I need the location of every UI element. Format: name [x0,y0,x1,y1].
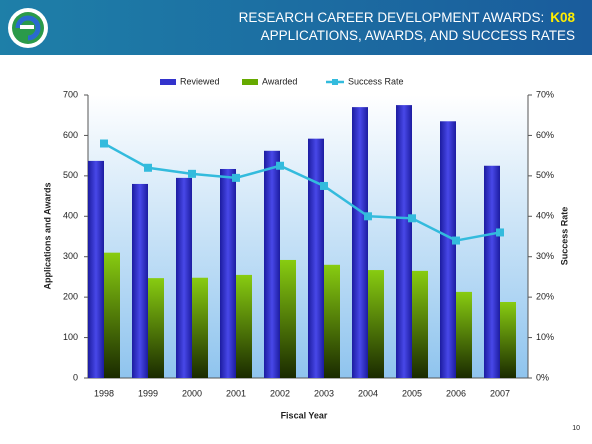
x-axis-label: Fiscal Year [281,410,328,420]
legend-label: Success Rate [348,76,404,86]
y-tick-label: 600 [63,130,78,140]
y-tick-label: 0 [73,372,78,382]
y2-tick-label: 30% [536,251,554,261]
bar [500,301,516,378]
bar [280,259,296,378]
bar [324,264,340,378]
bar [176,177,192,378]
marker [364,212,372,221]
x-tick-label: 2004 [358,388,378,398]
page-number: 10 [572,425,580,432]
y-tick-label: 300 [63,251,78,261]
y2-tick-label: 70% [536,89,554,99]
bar [308,138,324,378]
x-tick-label: 2001 [226,388,246,398]
x-tick-label: 2002 [270,388,290,398]
x-tick-label: 2003 [314,388,334,398]
bar [220,168,236,378]
x-tick-label: 1998 [94,388,114,398]
marker [276,161,284,170]
marker [232,173,240,182]
bar [456,291,472,378]
marker [496,228,504,237]
title: RESEARCH CAREER DEVELOPMENT AWARDS: K08 [239,10,576,25]
x-tick-label: 2006 [446,388,466,398]
y2-tick-label: 20% [536,292,554,302]
y2-tick-label: 60% [536,130,554,140]
line [103,142,501,242]
bar [104,252,120,378]
legend-label: Reviewed [180,76,220,86]
y-tick-label: 500 [63,170,78,180]
x-tick-label: 2005 [402,388,422,398]
y2-tick-label: 40% [536,211,554,221]
y-tick-label: 200 [63,292,78,302]
header-bar [0,0,592,55]
bar [352,107,368,378]
y-tick-label: 700 [63,89,78,99]
legend-swatch [160,79,176,85]
marker [452,236,460,245]
marker [408,214,416,223]
x-tick-label: 2000 [182,388,202,398]
y-tick-label: 400 [63,211,78,221]
marker [188,169,196,178]
bar [396,105,412,378]
bar [264,150,280,378]
bar [368,270,384,378]
title-highlight: K08 [550,10,575,25]
y-tick-label: 100 [63,332,78,342]
marker [100,139,108,148]
bar [412,270,428,378]
x-tick-label: 2007 [490,388,510,398]
bar [88,160,104,378]
bar [484,165,500,378]
y-axis-label: Applications and Awards [42,182,52,289]
marker [320,181,328,190]
bar [236,274,252,378]
x-tick-label: 1999 [138,388,158,398]
legend-swatch [332,79,338,85]
y2-tick-label: 10% [536,332,554,342]
bar [132,183,148,378]
legend-swatch [242,79,258,85]
bar [192,277,208,378]
bar [440,121,456,379]
logo [8,8,48,48]
y2-tick-label: 0% [536,372,549,382]
marker [144,163,152,172]
y2-axis-label: Success Rate [559,207,569,266]
subtitle: APPLICATIONS, AWARDS, AND SUCCESS RATES [261,28,575,43]
legend-label: Awarded [262,76,297,86]
y2-tick-label: 50% [536,170,554,180]
title-text: RESEARCH CAREER DEVELOPMENT AWARDS: [239,10,545,25]
bar [148,278,164,378]
